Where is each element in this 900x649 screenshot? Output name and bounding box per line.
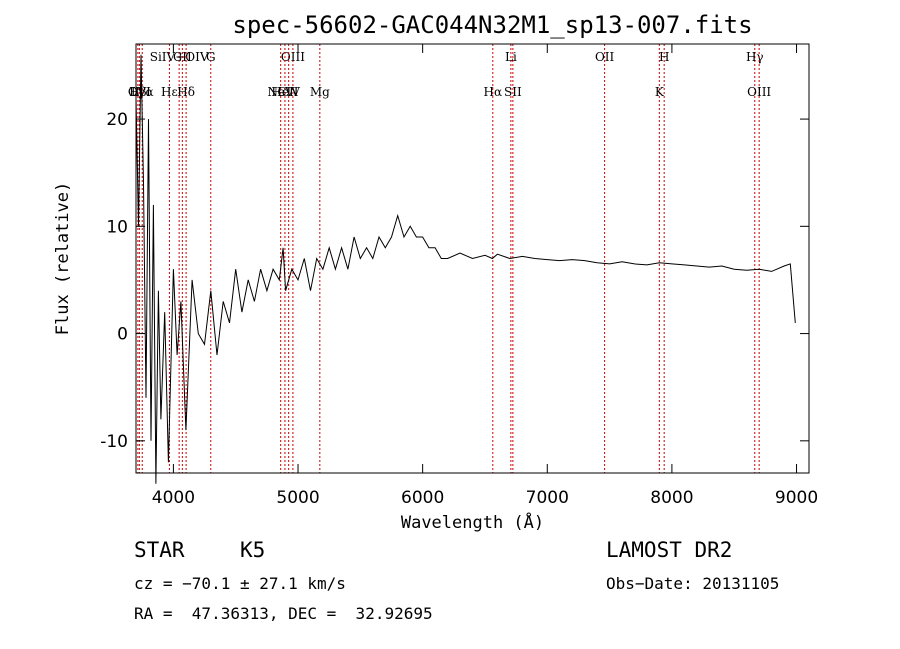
line-label-20: OIII [747, 85, 771, 99]
line-label-1: OVI [128, 85, 151, 99]
line-label-17: K [655, 85, 665, 99]
line-label-15: SII [504, 85, 522, 99]
line-label-18: H [659, 50, 669, 64]
y-axis-label: Flux (relative) [53, 182, 73, 336]
line-label-9: NeV [268, 85, 295, 99]
line-label-7: G [206, 50, 216, 64]
line-label-2: Lyα [131, 85, 154, 99]
x-axis-label: Wavelength (Å) [401, 511, 544, 533]
x-tick-label-5: 9000 [775, 488, 818, 508]
line-label-10: HeII [271, 85, 298, 99]
line-label-13: Hα [484, 85, 503, 99]
y-tick-label-3: 20 [106, 110, 128, 130]
info-obs-date: Obs−Date: 20131105 [606, 574, 780, 593]
line-label-4: SiIV+OIV [150, 50, 209, 64]
info-coordinates: RA = 47.36313, DEC = 32.92695 [134, 604, 433, 623]
x-tick-label-3: 7000 [526, 488, 569, 508]
y-tick-label-0: -10 [100, 432, 128, 452]
x-tick-label-4: 8000 [650, 488, 693, 508]
info-survey: LAMOST DR2 [606, 538, 733, 562]
line-label-3: Hε [161, 85, 178, 99]
x-tick-label-2: 6000 [401, 488, 444, 508]
spectrum-line [135, 54, 796, 484]
x-tick-label-1: 5000 [276, 488, 319, 508]
x-tick-label-0: 4000 [152, 488, 195, 508]
y-tick-label-2: 10 [106, 217, 128, 237]
line-label-8: OIII [281, 50, 305, 64]
line-label-14: Li [505, 50, 517, 64]
line-label-5: CII [173, 50, 192, 64]
chart-title: spec-56602-GAC044N32M1_sp13-007.fits [232, 11, 752, 39]
info-redshift: cz = −70.1 ± 27.1 km/s [134, 574, 346, 593]
plot-frame [135, 43, 810, 474]
line-label-19: Hγ [746, 50, 764, 64]
line-label-11: CIV [277, 85, 300, 99]
y-tick-label-1: 0 [117, 325, 128, 345]
info-subclass: K5 [240, 538, 266, 562]
line-label-6: Hδ [177, 85, 195, 99]
line-label-16: OII [595, 50, 615, 64]
info-class: STAR [134, 538, 185, 562]
line-label-12: Mg [310, 85, 330, 99]
